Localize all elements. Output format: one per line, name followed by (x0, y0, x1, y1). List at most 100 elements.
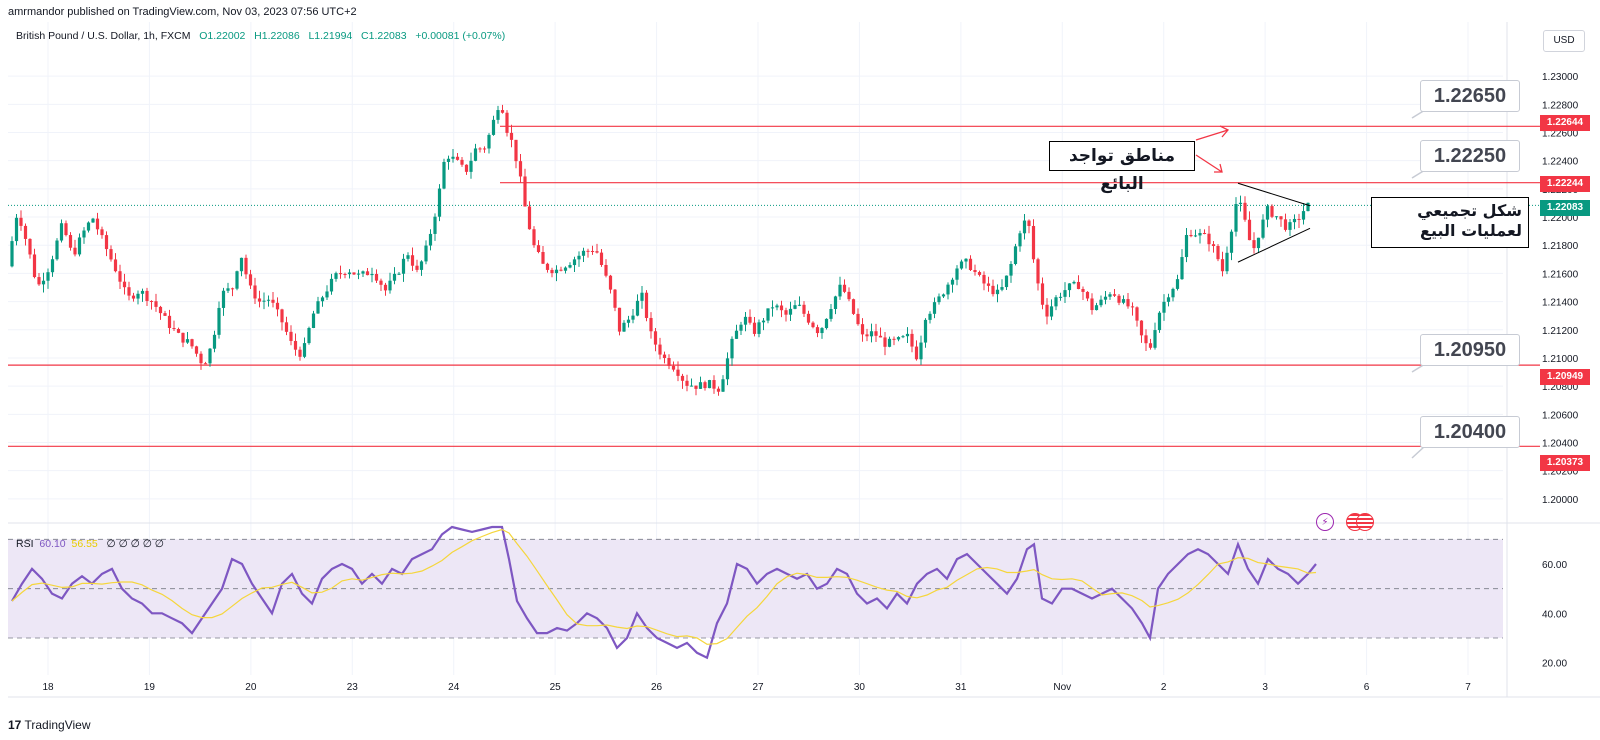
candle-body (1234, 204, 1238, 232)
candle-body (221, 290, 226, 308)
candle-body (82, 230, 86, 238)
time-tick-label: 25 (550, 682, 562, 693)
symbol-legend: British Pound / U.S. Dollar, 1h, FXCM O1… (16, 30, 505, 42)
candle-body (77, 237, 82, 255)
price-tick-label: 1.20200 (1542, 467, 1579, 478)
candle-body (361, 271, 365, 274)
candle-body (883, 337, 887, 347)
candle-body (428, 233, 433, 246)
candle-body (1063, 290, 1067, 297)
rsi-value: 60.10 (39, 538, 66, 550)
candle-body (761, 320, 766, 323)
candle-body (766, 308, 770, 321)
candle-body (158, 306, 163, 314)
candle-body (307, 327, 311, 344)
candle-body (131, 295, 136, 299)
candle-body (275, 302, 280, 310)
consolidation-note[interactable]: شكل تجميعي لعمليات البيع (1371, 197, 1529, 248)
candle-body (532, 229, 536, 246)
us-flag-events-icon[interactable] (1346, 513, 1376, 531)
candle-body (1153, 330, 1157, 348)
candle-body (1013, 246, 1018, 264)
candle-body (370, 273, 374, 276)
candle-body (847, 291, 851, 300)
candle-body (208, 348, 212, 364)
candle-body (338, 273, 343, 275)
candle-body (1261, 219, 1265, 238)
candle-body (919, 342, 923, 360)
candle-body (1009, 263, 1013, 276)
candle-body (568, 265, 572, 268)
candle-body (995, 289, 1000, 295)
rsi-tick-label: 60.00 (1542, 560, 1567, 571)
candle-body (644, 292, 649, 318)
rsi-legend: RSI 60.10 56.55 ∅ ∅ ∅ ∅ ∅ (16, 538, 164, 550)
candle-body (473, 148, 478, 161)
currency-button[interactable]: USD (1543, 30, 1585, 52)
rsi-name[interactable]: RSI (16, 538, 34, 550)
candle-body (554, 269, 559, 274)
candle-body (658, 344, 662, 355)
candle-body (280, 309, 284, 323)
candle-body (325, 291, 329, 298)
time-tick-label: 6 (1364, 682, 1370, 693)
candle-body (1090, 298, 1094, 311)
candle-body (1099, 299, 1103, 306)
candle-body (1265, 206, 1270, 220)
lightning-icon[interactable]: ⚡ (1316, 513, 1334, 531)
candle-body (352, 272, 356, 275)
candle-body (635, 300, 640, 316)
candle-body (626, 319, 631, 323)
ohlc-close: C1.22083 (361, 30, 407, 42)
candle-body (946, 284, 950, 295)
candle-body (145, 290, 149, 301)
candle-body (1175, 279, 1180, 289)
candle-body (1198, 233, 1202, 236)
candle-body (446, 158, 451, 162)
level-tag[interactable]: 1.22250 (1420, 140, 1520, 172)
candle-body (154, 301, 158, 307)
candle-body (563, 267, 568, 271)
candle-body (104, 235, 109, 250)
level-tag[interactable]: 1.20950 (1420, 334, 1520, 366)
candle-body (968, 258, 973, 271)
candle-body (293, 340, 298, 350)
level-tag[interactable]: 1.20400 (1420, 416, 1520, 448)
candle-body (1297, 218, 1301, 220)
footer-brand: 17 TradingView (8, 718, 91, 732)
candle-body (109, 249, 113, 260)
candle-body (1292, 218, 1297, 223)
candle-body (1157, 312, 1162, 331)
candle-body (1135, 307, 1139, 321)
candle-body (316, 301, 320, 314)
rsi-ma-line (11, 528, 1317, 645)
price-tick-label: 1.20000 (1542, 495, 1579, 506)
candle-body (559, 269, 563, 271)
candle-body (599, 252, 604, 265)
rsi-tick-label: 20.00 (1542, 659, 1567, 670)
candle-body (793, 305, 797, 309)
time-tick-label: 31 (955, 682, 967, 693)
symbol-name[interactable]: British Pound / U.S. Dollar, 1h, FXCM (16, 30, 191, 42)
price-tick-label: 1.21600 (1542, 269, 1579, 280)
price-tick-label: 1.22000 (1542, 213, 1579, 224)
candle-body (1211, 244, 1216, 247)
candle-body (1256, 237, 1261, 249)
candle-body (982, 274, 986, 284)
candle-body (1036, 259, 1040, 284)
candle-body (842, 284, 847, 292)
seller-zones-note[interactable]: مناطق تواجد البائع (1049, 141, 1195, 194)
candle-body (739, 324, 743, 331)
candle-body (1252, 240, 1256, 249)
candle-body (613, 289, 617, 308)
candle-body (1301, 211, 1306, 220)
candle-body (869, 331, 874, 337)
price-tick-label: 1.21200 (1542, 326, 1579, 337)
candle-body (464, 164, 469, 172)
candle-body (199, 353, 203, 364)
level-tag[interactable]: 1.22650 (1420, 80, 1520, 112)
price-tick-label: 1.22800 (1542, 100, 1579, 111)
candle-body (914, 346, 919, 360)
price-tick-label: 1.20600 (1542, 410, 1579, 421)
